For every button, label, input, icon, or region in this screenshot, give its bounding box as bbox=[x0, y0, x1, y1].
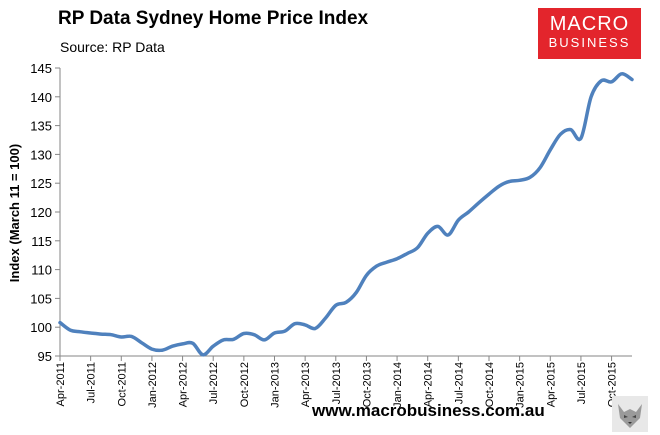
y-tick-label: 100 bbox=[30, 320, 52, 335]
chart-subtitle: Source: RP Data bbox=[60, 39, 165, 55]
series-line bbox=[58, 72, 634, 357]
x-tick-label: Oct-2015 bbox=[607, 362, 619, 407]
x-tick-label: Apr-2013 bbox=[300, 362, 312, 407]
x-tick-label: Jan-2015 bbox=[515, 362, 527, 408]
x-tick-label: Jan-2014 bbox=[392, 362, 404, 408]
y-tick-label: 145 bbox=[30, 61, 52, 76]
y-axis: 95 100 105 110 115 120 125 130 135 140 145 bbox=[30, 61, 61, 364]
y-axis-label: Index (March 11 = 100) bbox=[7, 144, 22, 282]
x-tick-label: Jul-2011 bbox=[86, 362, 98, 403]
x-tick-label: Oct-2012 bbox=[239, 362, 251, 407]
y-tick-label: 135 bbox=[30, 119, 52, 134]
x-tick-label: Jul-2012 bbox=[208, 362, 220, 404]
y-tick-label: 95 bbox=[38, 349, 52, 364]
macrobusiness-logo: MACRO BUSINESS bbox=[538, 8, 641, 59]
x-axis: Apr-2011 Jul-2011 Oct-2011 Jan-2012 Apr-2012… bbox=[55, 355, 632, 408]
x-tick-label: Jul-2013 bbox=[331, 362, 343, 404]
x-tick-label: Oct-2013 bbox=[361, 362, 373, 407]
y-tick-label: 130 bbox=[30, 147, 52, 162]
x-tick-label: Oct-2011 bbox=[116, 362, 128, 406]
y-tick-label: 140 bbox=[30, 90, 52, 105]
y-tick-label: 115 bbox=[31, 234, 52, 249]
y-tick-label: 120 bbox=[30, 205, 52, 220]
x-tick-label: Jan-2013 bbox=[270, 362, 282, 408]
x-tick-label: Jul-2014 bbox=[453, 362, 465, 404]
footer-url: www.macrobusiness.com.au bbox=[312, 401, 545, 420]
wolf-mascot-icon bbox=[612, 396, 648, 432]
chart-title: RP Data Sydney Home Price Index bbox=[58, 8, 369, 29]
y-tick-label: 110 bbox=[31, 263, 52, 278]
x-tick-label: Apr-2011 bbox=[55, 362, 67, 406]
y-tick-label: 105 bbox=[30, 291, 52, 306]
x-tick-label: Oct-2014 bbox=[484, 362, 496, 407]
logo-line2: BUSINESS bbox=[548, 35, 631, 50]
x-tick-label: Apr-2015 bbox=[545, 362, 557, 407]
x-tick-label: Apr-2012 bbox=[178, 362, 190, 407]
x-tick-label: Jul-2015 bbox=[576, 362, 588, 404]
y-tick-label: 125 bbox=[30, 176, 52, 191]
logo-line1: MACRO bbox=[549, 13, 630, 35]
x-tick-label: Jan-2012 bbox=[147, 362, 159, 408]
x-tick-label: Apr-2014 bbox=[423, 362, 435, 407]
